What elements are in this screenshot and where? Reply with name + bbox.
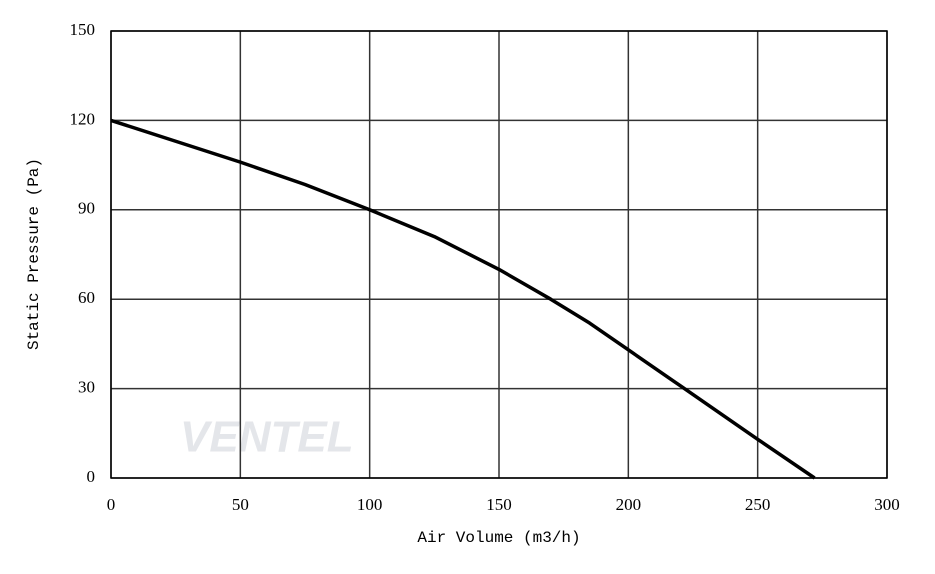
x-axis-title: Air Volume (m3/h): [417, 529, 580, 547]
y-tick-label: 60: [78, 288, 95, 307]
x-tick-label: 250: [745, 495, 771, 514]
y-tick-label: 0: [87, 467, 96, 486]
x-tick-label: 0: [107, 495, 116, 514]
plot-frame: [110, 30, 888, 479]
y-tick-label: 90: [78, 199, 95, 218]
x-tick-label: 100: [357, 495, 383, 514]
y-tick-label: 30: [78, 378, 95, 397]
x-tick-label: 50: [232, 495, 249, 514]
x-tick-label: 200: [616, 495, 642, 514]
y-tick-label: 150: [70, 20, 96, 39]
y-axis-title: Static Pressure (Pa): [25, 158, 43, 350]
x-tick-label: 150: [486, 495, 512, 514]
watermark: VENTEL: [180, 413, 354, 462]
data-line: [110, 118, 816, 480]
x-tick-label: 300: [874, 495, 900, 514]
y-tick-label: 120: [70, 109, 96, 128]
